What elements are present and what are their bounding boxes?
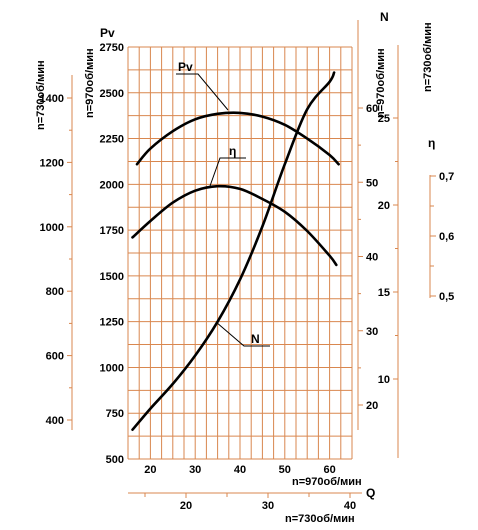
pv-tick-label: 2250: [100, 134, 124, 146]
pv-axis-title: Pv: [100, 26, 115, 40]
pv-tick-label: 1250: [100, 317, 124, 329]
x-secondary-tick-label: 20: [180, 500, 192, 512]
left-730-tick-label: 1000: [40, 222, 64, 234]
x-primary-tick-label: 50: [279, 464, 291, 476]
pv-curve: [135, 111, 340, 166]
axes: [67, 20, 436, 498]
right-970-tick-label: 40: [366, 252, 378, 264]
eta-curve: [131, 184, 338, 267]
pv-tick-label: 1500: [100, 271, 124, 283]
eta-tick-label: 0,6: [439, 231, 454, 243]
left-730-tick-label: 400: [46, 415, 64, 427]
x-primary-tick-label: 40: [234, 464, 246, 476]
pv-leader-line: [176, 73, 229, 111]
right-730-label: n=730об/мин: [422, 22, 434, 92]
right-970-tick-label: 30: [366, 326, 378, 338]
right-730-tick-label: 25: [378, 113, 390, 125]
x-primary-tick-label: 30: [189, 464, 201, 476]
left-730-tick-label: 800: [46, 286, 64, 298]
q-axis-title: Q: [366, 486, 375, 500]
pv-tick-label: 500: [106, 454, 124, 466]
right-730-tick-label: 15: [378, 287, 390, 299]
right-970-tick-label: 60: [366, 103, 378, 115]
pv-970-label: n=970об/мин: [84, 48, 96, 118]
eta-tick-label: 0,7: [439, 171, 454, 183]
x-primary-tick-label: 60: [323, 464, 335, 476]
x-primary-label: n=970об/мин: [292, 476, 362, 488]
curves: [131, 71, 340, 431]
labels: 500 750 1000 1250 1500 1750 2000 2250 2500 2750 20…: [40, 42, 455, 512]
x-primary-tick-label: 20: [144, 464, 156, 476]
pv-tick-label: 2000: [100, 179, 124, 191]
x-secondary-label: n=730об/мин: [285, 513, 355, 525]
pv-tick-label: 1000: [100, 362, 124, 374]
left-730-label: n=730об/мин: [35, 60, 47, 130]
pv-tick-label: 2750: [100, 42, 124, 54]
eta-axis-title: η: [428, 136, 435, 150]
n-leader-line: [215, 321, 270, 347]
left-730-tick-label: 1400: [40, 93, 64, 105]
grid: [127, 46, 353, 460]
left-730-tick-label: 600: [46, 351, 64, 363]
pv-tick-label: 750: [106, 408, 124, 420]
x-secondary-tick-label: 40: [344, 500, 356, 512]
right-970-tick-label: 50: [366, 177, 378, 189]
eta-curve-label: η: [229, 144, 236, 158]
right-730-tick-label: 10: [378, 374, 390, 386]
eta-leader-line: [209, 157, 246, 187]
eta-tick-label: 0,5: [439, 291, 454, 303]
pv-tick-label: 1750: [100, 225, 124, 237]
right-970-tick-label: 20: [366, 400, 378, 412]
x-secondary-tick-label: 30: [262, 500, 274, 512]
n-curve: [131, 71, 336, 431]
n-curve-label: N: [251, 332, 260, 346]
pv-curve-label: Pv: [178, 60, 193, 74]
right-970-label: n=970об/мин: [375, 48, 387, 118]
left-730-tick-label: 1200: [40, 157, 64, 169]
n-axis-title: N: [380, 10, 389, 24]
right-730-tick-label: 20: [378, 200, 390, 212]
pv-tick-label: 2500: [100, 88, 124, 100]
